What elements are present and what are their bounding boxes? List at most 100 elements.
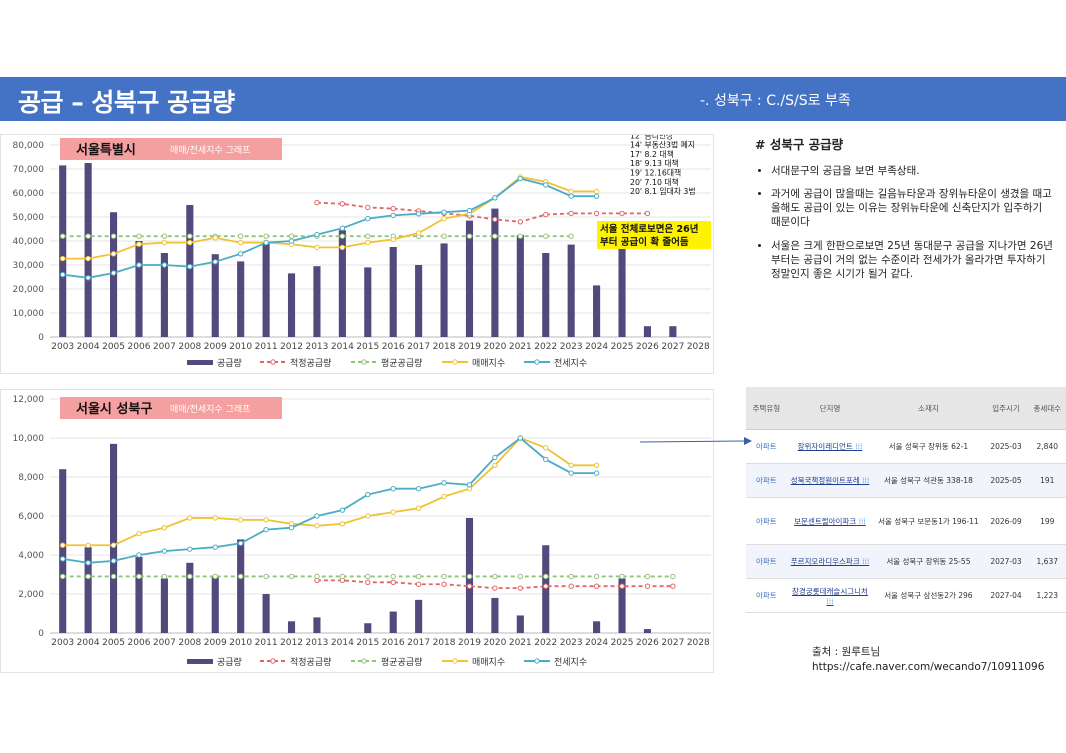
series-point [543,182,549,188]
supply-bar [364,623,372,633]
title-banner: 공급 – 성북구 공급량 -. 성북구 : C./S/S로 부족 [0,77,1066,121]
legend-label: 평균공급량 [381,656,422,668]
series-point [619,573,625,580]
table-row: 아파트 보문센트럴아이파크 서울 성북구 보문동1가 196-11 2026-0… [746,497,1066,545]
x-tick-label: 2011 [255,342,278,352]
supply-bar [465,220,474,337]
x-tick-label: 2013 [305,638,328,648]
series-point [492,233,498,239]
complex-link[interactable]: 보문센트럴아이파크 [786,497,874,545]
x-tick-label: 2017 [407,638,430,648]
summary-heading: # 성북구 공급량 [755,137,844,152]
series-point [187,233,193,239]
series-point [568,188,574,195]
series-point [644,210,651,217]
series-point [339,201,346,207]
x-tick-label: 2008 [178,638,201,648]
series-point [517,435,524,441]
x-tick-label: 2025 [611,638,634,648]
series-point [568,573,574,580]
x-tick-label: 2019 [458,342,481,352]
supply-bar [415,265,423,337]
y-tick-label: 6,000 [18,512,44,522]
legend-label: 전세지수 [554,358,587,369]
series-point [415,505,422,511]
series-point [670,573,676,580]
annotation: 18' 9.13 대책 [630,158,679,168]
series-point [543,583,549,589]
series-point [619,583,625,589]
y-tick-label: 20,000 [13,285,45,295]
annotation: 12' 금리인상 [630,135,673,140]
x-tick-label: 2015 [356,638,379,648]
y-tick-label: 40,000 [13,237,45,247]
series-point [492,573,498,580]
series-point [85,233,91,239]
series-point [212,515,218,521]
series-line [62,177,597,279]
series-point [136,241,142,247]
complex-link[interactable]: 성북국책정원이트포레 [786,463,874,498]
chart-title-bg [60,138,282,160]
supply-bar [415,599,423,633]
series-point [85,255,91,262]
series-point [441,573,447,580]
series-point [390,486,396,492]
x-tick-label: 2026 [636,342,659,352]
table-header: 총세대수 [1028,387,1066,430]
legend-label: 매매지수 [472,657,505,668]
series-point [365,239,371,246]
series-point [543,211,549,218]
supply-bar [440,243,448,337]
series-point [60,542,66,548]
page-title: 공급 – 성북구 공급량 [18,88,235,117]
series-point [110,270,117,276]
series-point [543,233,549,239]
table-header: 주택유형 [746,387,787,430]
supply-bar [389,611,397,633]
series-point [568,193,574,199]
x-tick-label: 2007 [153,342,176,352]
series-point [390,509,396,515]
summary-bullet: 과거에 공급이 많을때는 길음뉴타운과 장위뉴타운이 생겼을 때고 올해도 공급… [771,187,1055,230]
series-point [263,517,269,523]
series-point [237,233,244,239]
x-tick-label: 2020 [483,342,506,352]
series-point [441,480,447,486]
supply-bar [59,165,67,337]
series-point [543,445,549,451]
complex-link[interactable]: 푸르지오라디우스파크 [786,544,874,579]
legend-swatch-point [361,658,367,664]
table-cell: 2025-03 [983,429,1029,464]
series-point [161,573,168,580]
table-cell: 서울 성북구 장위동 62-1 [873,429,984,464]
x-tick-label: 2016 [382,342,405,352]
series-point [670,583,676,589]
y-tick-label: 0 [38,333,44,343]
summary-bullet: 서대문구의 공급을 보면 부족상태. [771,164,1055,178]
x-tick-label: 2025 [611,342,634,352]
legend-swatch [187,659,213,664]
series-point [60,573,66,580]
complex-link[interactable]: 창경궁롯데캐슬시그니처 [786,578,874,613]
series-point [415,486,422,492]
chart-subtitle: 매매/전세지수 그래프 [170,145,250,156]
x-tick-label: 2003 [51,638,74,648]
x-tick-label: 2028 [687,342,710,352]
table-cell: 아파트 [746,578,787,613]
callout-bg [597,221,711,249]
series-point [339,225,346,231]
complex-link[interactable]: 장위자이레디언트 [786,429,874,464]
x-tick-label: 2019 [458,638,481,648]
x-tick-label: 2005 [102,638,125,648]
series-point [365,233,371,239]
series-point [441,209,447,215]
series-point [543,456,549,463]
supply-bar [567,244,575,337]
legend-swatch-point [270,658,276,664]
series-point [110,558,117,564]
supply-bar [643,326,652,337]
table-cell: 아파트 [746,429,787,464]
source-url: https://cafe.naver.com/wecando7/10911096 [812,660,1045,673]
series-point [237,251,244,257]
